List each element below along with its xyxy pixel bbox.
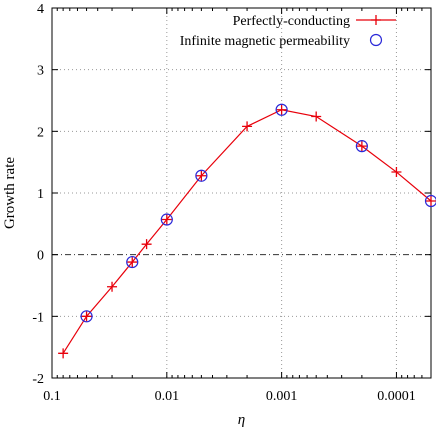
series-line [62, 109, 432, 354]
x-tick-label: 0.001 [266, 389, 298, 404]
y-axis-title: Growth rate [2, 157, 18, 229]
circle-marker [160, 213, 173, 226]
y-tick-label: -1 [32, 310, 44, 325]
legend-label: Perfectly-conducting [233, 14, 350, 29]
legend-swatch-circle [369, 33, 383, 47]
y-tick-label: -2 [32, 372, 44, 387]
plus-marker [127, 257, 138, 268]
circle-marker [275, 103, 288, 116]
y-tick-label: 2 [37, 125, 44, 140]
plus-marker [356, 141, 367, 152]
series-infinite-permeability [80, 103, 436, 323]
grid [52, 8, 431, 378]
plus-marker [81, 311, 92, 322]
x-tick-label: 0.01 [155, 389, 180, 404]
y-tick-label: 0 [37, 249, 44, 264]
series [58, 103, 436, 359]
circle-marker [355, 140, 368, 153]
x-axis-title: η [238, 412, 245, 428]
circle-marker [80, 310, 93, 323]
circle-marker [195, 169, 208, 182]
plus-marker [311, 111, 322, 122]
legend-swatch-plus [371, 15, 381, 25]
plus-marker [141, 239, 152, 250]
circle-marker [424, 194, 436, 208]
y-tick-label: 4 [37, 2, 44, 17]
legend: Perfectly-conducting Infinite magnetic pe… [180, 14, 396, 49]
plus-marker [276, 104, 287, 115]
axis-ticks: -2 -1 0 1 2 3 4 0.1 0.01 0.001 0.0001 [32, 2, 432, 404]
plus-marker [196, 170, 207, 181]
x-tick-label: 0.0001 [377, 389, 416, 404]
series-perfectly-conducting [58, 104, 436, 359]
y-tick-label: 3 [37, 64, 44, 79]
legend-label: Infinite magnetic permeability [180, 34, 350, 49]
circle-marker [126, 255, 139, 269]
plus-marker [426, 196, 436, 207]
plus-marker [161, 214, 172, 225]
x-tick-label: 0.1 [43, 389, 61, 404]
y-tick-label: 1 [37, 187, 44, 202]
plus-marker [242, 121, 253, 132]
plus-marker [107, 281, 118, 292]
plus-marker [58, 348, 69, 359]
plus-marker [391, 167, 402, 178]
